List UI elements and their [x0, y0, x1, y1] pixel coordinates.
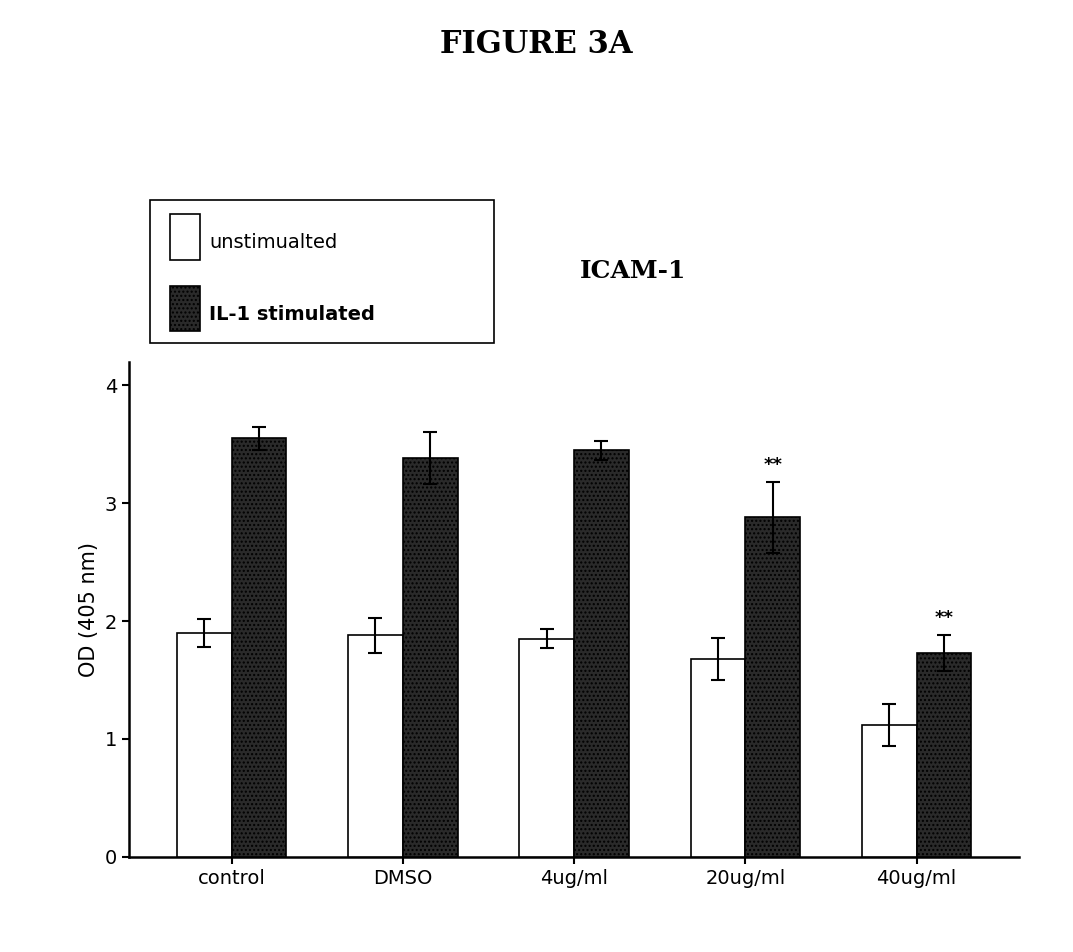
Bar [402, 459, 457, 857]
Text: FIGURE 3A: FIGURE 3A [440, 29, 633, 60]
Text: **: ** [935, 609, 954, 627]
Bar [746, 517, 800, 857]
Bar [348, 635, 402, 857]
Bar [574, 450, 629, 857]
Y-axis label: OD (405 nm): OD (405 nm) [79, 542, 99, 677]
Text: **: ** [763, 456, 782, 474]
Text: unstimualted: unstimualted [209, 233, 338, 252]
Bar [691, 659, 746, 857]
Bar [519, 639, 574, 857]
Bar [232, 438, 286, 857]
Bar [862, 724, 916, 857]
Bar [916, 653, 971, 857]
Bar [177, 633, 232, 857]
Text: ICAM-1: ICAM-1 [579, 259, 686, 284]
Text: IL-1 stimulated: IL-1 stimulated [209, 305, 376, 324]
